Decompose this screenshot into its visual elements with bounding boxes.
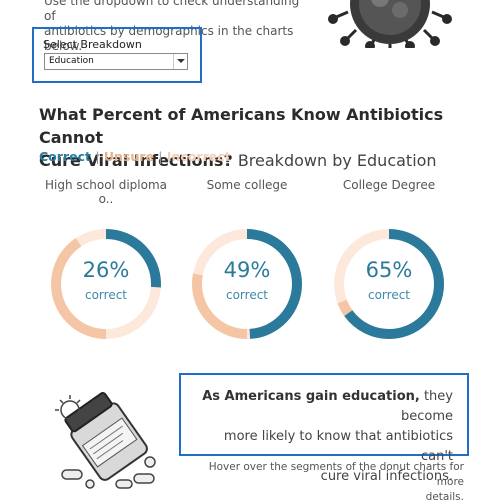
donut-percent: 65% (365, 258, 413, 282)
callout-line-2: more likely to know that antibiotics can… (223, 429, 453, 464)
title-line-2-rest: Breakdown by Education (232, 151, 437, 170)
select-breakdown-label: Select Breakdown (43, 38, 142, 51)
callout-line-1: As Americans gain education, they become (195, 387, 453, 427)
legend-separator: | (158, 149, 163, 164)
donut-segment-correct[interactable] (334, 229, 444, 339)
chevron-down-icon[interactable] (173, 54, 187, 69)
insight-callout: As Americans gain education, they become… (179, 373, 469, 484)
donut-segment-correct[interactable] (192, 229, 302, 339)
legend-separator: | (95, 149, 100, 164)
hover-instructions: Hover over the segments of the donut cha… (184, 460, 464, 500)
legend-correct[interactable]: Correct (39, 149, 91, 164)
donut-label: High school diploma o.. (45, 178, 167, 206)
virus-illustration (328, 0, 452, 48)
title-line-2-bold: Cure Viral Infections? (39, 151, 233, 170)
legend: Correct | Unsure | Incorrect (39, 149, 231, 164)
donut-chart: 65% correct (333, 228, 445, 340)
intro-line-1: Use the dropdown to check understanding … (44, 0, 300, 23)
donut-college-degree: College Degree 65% correct (324, 178, 454, 340)
donut-sublabel: correct (225, 288, 269, 302)
hover-note-line-2: details. (425, 491, 464, 500)
donut-high-school: High school diploma o.. 26% correct (41, 178, 171, 340)
donut-sublabel: correct (367, 288, 411, 302)
title-line-1: What Percent of Americans Know Antibioti… (39, 105, 444, 147)
donut-label: College Degree (342, 178, 436, 192)
callout-emphasis: As Americans gain education, (202, 389, 420, 404)
breakdown-dropdown-value: Education (49, 56, 94, 66)
donut-segment-correct[interactable] (51, 229, 161, 339)
donut-percent: 26% (82, 258, 130, 282)
callout-line-1-rest: they become (400, 389, 453, 424)
donut-segment-unsure[interactable] (51, 229, 161, 339)
title-line-2: Cure Viral Infections? Breakdown by Educ… (39, 149, 469, 172)
antibiotic-bottle-illustration (55, 392, 156, 489)
breakdown-dropdown[interactable]: Education (44, 53, 188, 70)
callout-line-3: cure viral infections. (320, 469, 453, 484)
donut-some-college: Some college 49% correct (182, 178, 312, 340)
hover-note-line-1: Hover over the segments of the donut cha… (208, 461, 464, 488)
legend-incorrect[interactable]: Incorrect (166, 149, 231, 164)
chart-title: What Percent of Americans Know Antibioti… (39, 103, 469, 172)
donut-chart: 49% correct (191, 228, 303, 340)
breakdown-selector-panel: Select Breakdown Education (32, 27, 202, 83)
legend-unsure[interactable]: Unsure (103, 149, 154, 164)
donut-segment-unsure[interactable] (192, 229, 302, 339)
donut-label: Some college (206, 178, 288, 192)
donut-chart: 26% correct (50, 228, 162, 340)
donut-percent: 49% (223, 258, 271, 282)
donut-sublabel: correct (84, 288, 128, 302)
